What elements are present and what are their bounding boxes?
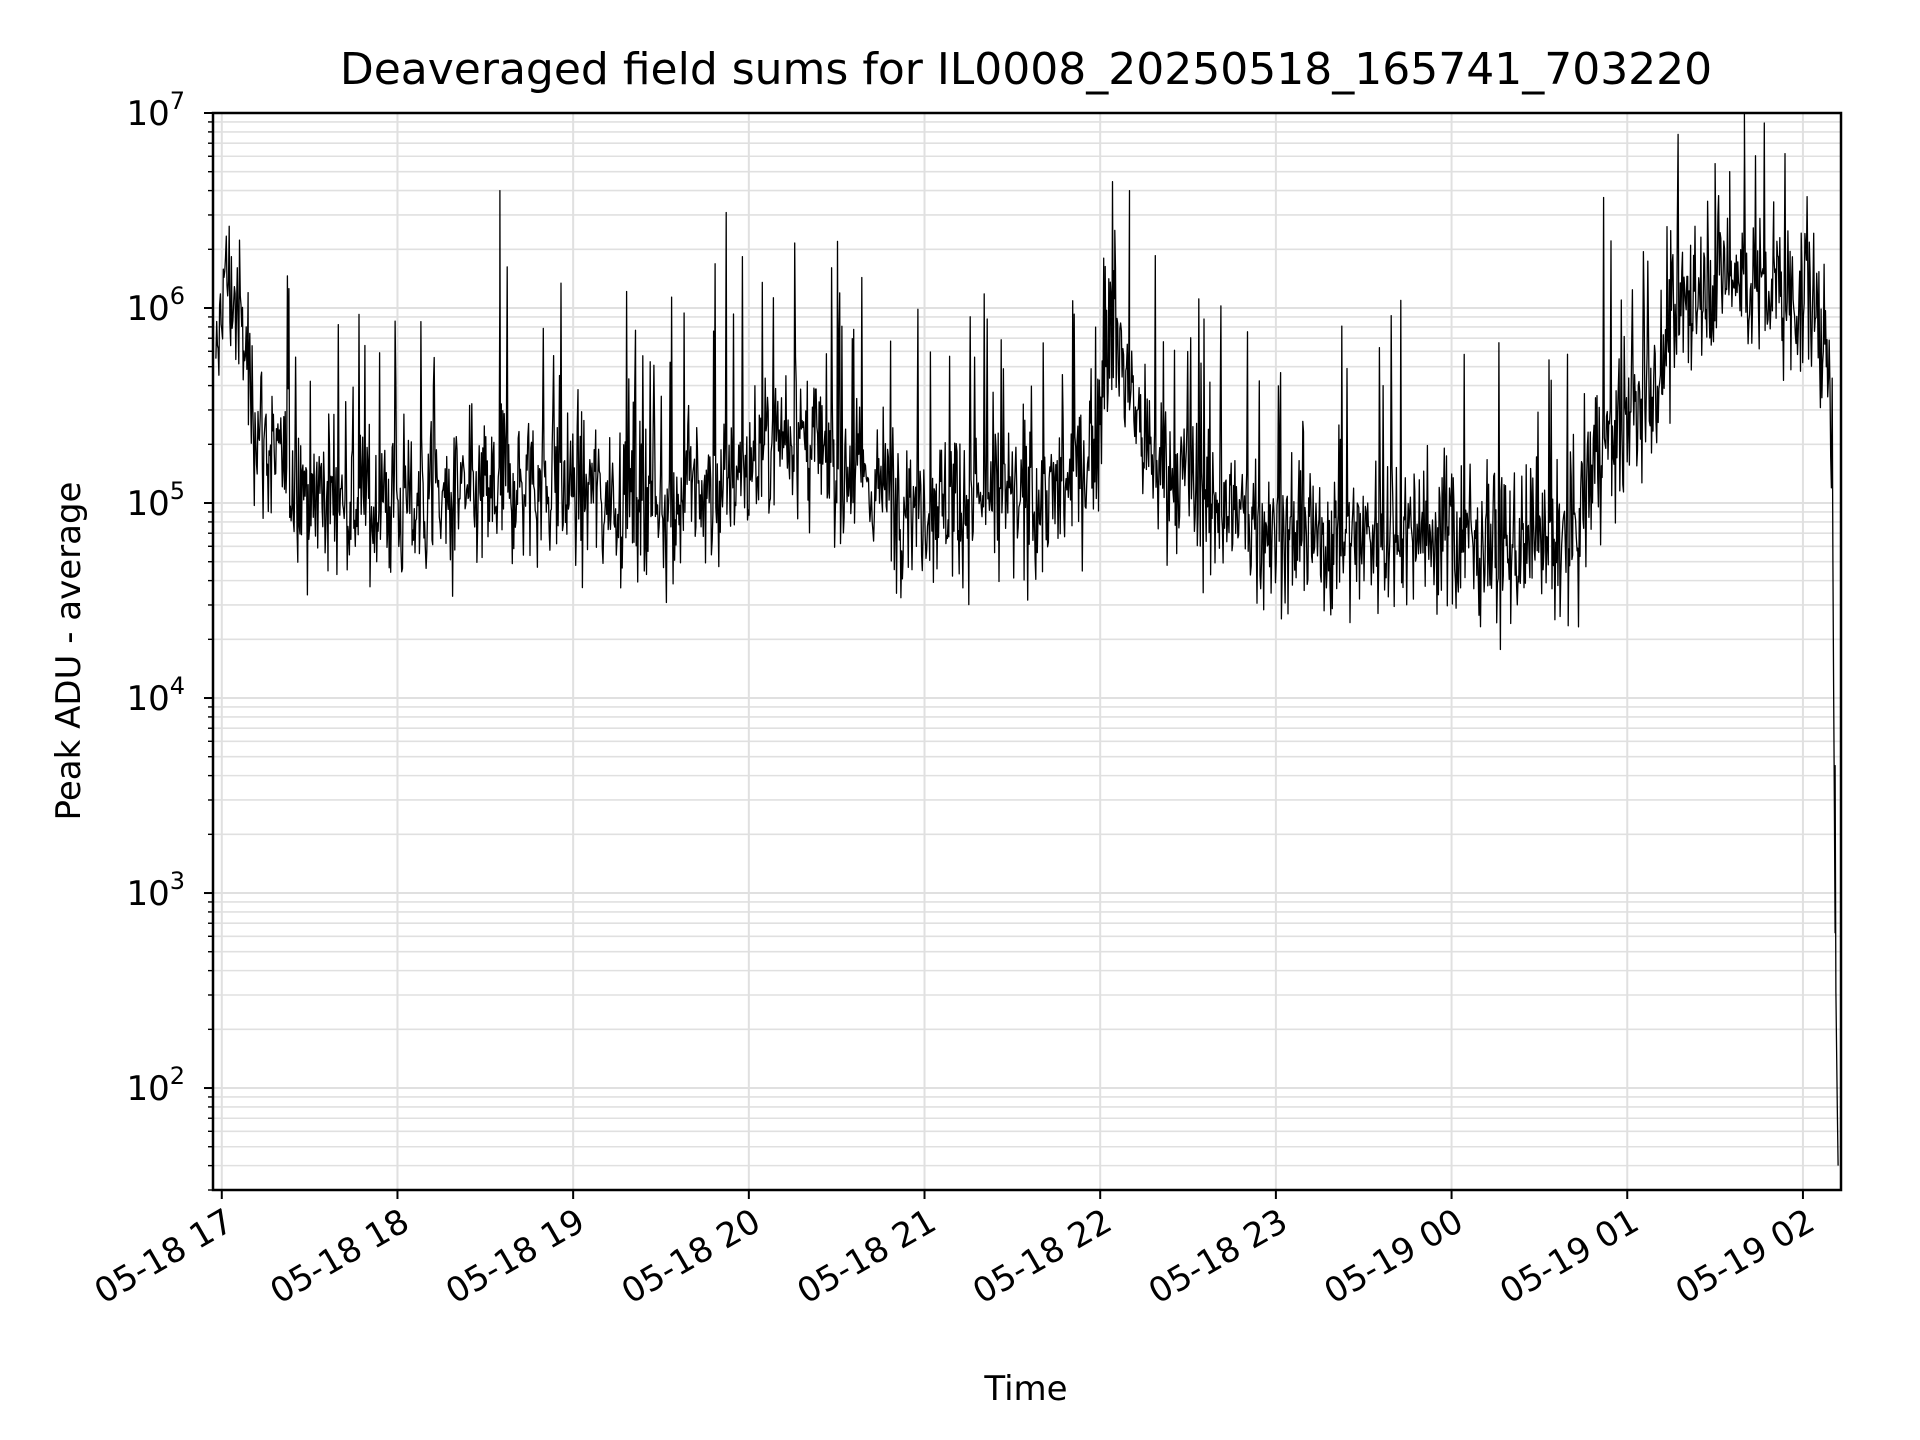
y-tick-label: 107 [126,87,185,134]
y-tick-label: 104 [126,672,185,719]
y-tick-label: 103 [126,867,185,914]
series-path [215,112,1839,1166]
y-axis: 102 103 104 105 106 107 [126,87,213,1191]
y-axis-label: Peak ADU - average [49,482,89,821]
y-tick-label: 105 [126,477,185,524]
series-line [215,112,1839,1166]
plot-frame [211,111,1843,1192]
y-tick-label: 106 [126,282,185,329]
y-tick-label: 102 [126,1062,185,1109]
x-axis-label: Time [983,1369,1067,1409]
chart-title: Deaveraged field sums for IL0008_2025051… [340,44,1712,95]
